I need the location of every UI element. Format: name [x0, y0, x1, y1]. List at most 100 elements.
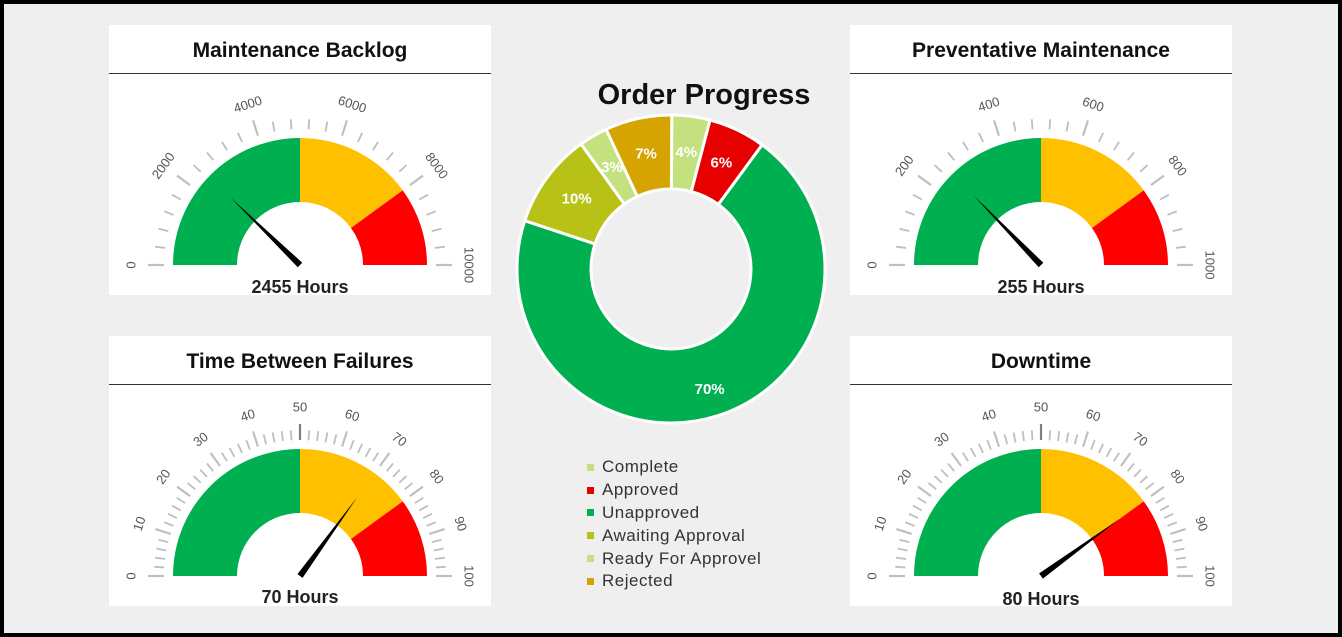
- dashboard: Maintenance Backlog 0 2000 4000 6000 8000 100…: [4, 4, 1338, 633]
- gauge-minor-tick: [392, 468, 401, 478]
- gauge-minor-tick: [947, 462, 956, 472]
- gauge-minor-tick: [1172, 227, 1183, 233]
- gauge-minor-tick: [237, 443, 243, 454]
- gauge-minor-tick: [418, 193, 429, 201]
- gauge-readout: 2455 Hours: [251, 277, 349, 297]
- gauge-band: [1041, 449, 1144, 539]
- gauge-minor-tick: [1139, 164, 1149, 173]
- gauge-minor-tick: [895, 565, 906, 569]
- gauge-minor-tick: [434, 245, 445, 249]
- gauge-major-tick: [429, 527, 445, 536]
- gauge-minor-tick: [307, 430, 311, 441]
- gauge-major-tick: [992, 120, 1001, 136]
- gauge-minor-tick: [899, 227, 910, 233]
- gauge-minor-tick: [324, 121, 329, 132]
- gauge-major-tick: [992, 431, 1001, 447]
- gauge-chart: 0 10 20 30 40 50 60 70 80 90 100: [123, 399, 476, 586]
- gauge-major-tick: [251, 120, 260, 136]
- gauge-minor-tick: [897, 547, 908, 552]
- gauge-minor-tick: [1113, 452, 1120, 462]
- gauge-minor-tick: [1159, 504, 1170, 512]
- legend-item: Approved: [587, 479, 761, 502]
- gauge-major-tick: [917, 485, 932, 497]
- gauge-major-tick: [379, 452, 391, 467]
- gauge-minor-tick: [1105, 447, 1113, 458]
- gauge-band: [173, 138, 300, 265]
- donut-chart: 4% 6% 70% 10% 3% 7%: [515, 113, 827, 425]
- gauge-major-tick: [896, 527, 912, 536]
- gauge-minor-tick: [155, 245, 166, 249]
- gauge-minor-tick: [1139, 475, 1149, 484]
- title-divider: [109, 384, 491, 385]
- gauge-minor-tick: [163, 521, 174, 527]
- gauge-readout: 80 Hours: [1002, 589, 1080, 609]
- donut-data-label: 10%: [562, 191, 592, 208]
- gauge-minor-tick: [332, 434, 338, 445]
- gauge-minor-tick: [434, 556, 445, 560]
- gauge-minor-tick: [1113, 141, 1120, 151]
- gauge-minor-tick: [262, 434, 268, 445]
- gauge-minor-tick: [1065, 121, 1070, 132]
- gauge-tick-label: 10: [130, 515, 149, 533]
- gauge-minor-tick: [431, 538, 442, 544]
- gauge-major-tick: [1081, 120, 1090, 136]
- donut-data-label: 70%: [695, 381, 725, 398]
- legend-label: Complete: [602, 457, 679, 477]
- gauge-tick-label: 90: [451, 515, 470, 533]
- gauge-tick-label: 40: [980, 406, 998, 425]
- gauge-minor-tick: [927, 482, 937, 491]
- gauge-minor-tick: [307, 119, 311, 130]
- gauge-major-tick: [1081, 431, 1090, 447]
- gauge-major-tick: [1120, 452, 1132, 467]
- gauge-minor-tick: [398, 164, 408, 173]
- gauge-band: [300, 138, 403, 228]
- gauge-minor-tick: [176, 497, 186, 504]
- donut-slice: [515, 142, 827, 425]
- gauge-minor-tick: [1057, 431, 1061, 442]
- gauge-minor-tick: [357, 132, 363, 143]
- gauge-minor-tick: [1133, 468, 1142, 478]
- gauge-major-tick: [209, 452, 221, 467]
- legend-swatch: [587, 509, 594, 517]
- gauge-minor-tick: [163, 210, 174, 216]
- gauge-major-tick: [409, 174, 424, 186]
- gauge-minor-tick: [1030, 430, 1034, 441]
- gauge-minor-tick: [431, 227, 442, 233]
- gauge-minor-tick: [1145, 482, 1155, 491]
- gauge-band: [1091, 501, 1168, 576]
- legend-label: Awaiting Approval: [602, 525, 746, 545]
- gauge-title: Maintenance Backlog: [192, 39, 408, 62]
- legend-swatch: [587, 555, 594, 563]
- gauge-minor-tick: [237, 132, 243, 143]
- gauge-title: Preventative Maintenance: [912, 39, 1170, 62]
- gauge-minor-tick: [158, 538, 169, 544]
- legend-item: Awaiting Approval: [587, 524, 761, 547]
- gauge-minor-tick: [933, 475, 943, 484]
- gauge-minor-tick: [896, 556, 907, 560]
- gauge-tick-label: 10: [871, 515, 890, 533]
- gauge-panel-downtime: Downtime 0 10 20 30 40 50 60 70 80 90 100 80 Hours: [850, 336, 1232, 609]
- gauge-tick-label: 70: [1130, 429, 1151, 450]
- legend-item: Ready For Approvel: [587, 547, 761, 570]
- gauge-minor-tick: [167, 513, 178, 519]
- gauge-minor-tick: [206, 151, 215, 161]
- gauge-minor-tick: [192, 475, 202, 484]
- gauge-minor-tick: [1090, 439, 1096, 450]
- gauge-minor-tick: [904, 521, 915, 527]
- gauge-band: [914, 449, 1041, 576]
- gauge-panel-time-between-failures: Time Between Failures 0 10 20 30 40 50 60 70 80 9…: [109, 336, 491, 607]
- gauge-minor-tick: [385, 151, 394, 161]
- gauge-tick-label: 60: [343, 406, 361, 425]
- gauge-minor-tick: [271, 432, 276, 443]
- gauge-minor-tick: [908, 513, 919, 519]
- gauge-minor-tick: [404, 482, 414, 491]
- gauge-minor-tick: [912, 193, 923, 201]
- gauge-title: Downtime: [990, 350, 1092, 373]
- gauge-minor-tick: [1167, 521, 1178, 527]
- gauge-minor-tick: [435, 565, 446, 569]
- gauge-tick-label: 80: [426, 466, 447, 487]
- gauge-title: Time Between Failures: [186, 350, 414, 373]
- gauge-minor-tick: [1172, 538, 1183, 544]
- gauge-minor-tick: [280, 431, 284, 442]
- gauge-minor-tick: [1048, 430, 1052, 441]
